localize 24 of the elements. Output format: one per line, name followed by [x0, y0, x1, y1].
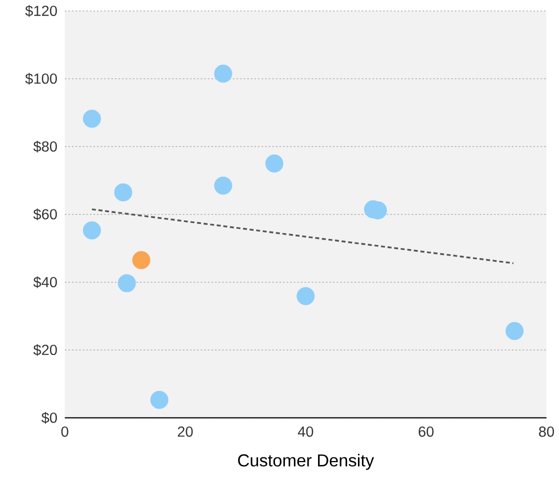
point	[265, 154, 284, 173]
point	[214, 64, 232, 83]
x-tick-label: 20	[178, 426, 193, 437]
point	[296, 287, 315, 306]
point	[150, 391, 168, 410]
point	[214, 176, 232, 195]
y-tick-label: $80	[33, 140, 57, 153]
y-tick-label: $100	[25, 73, 57, 85]
point	[82, 222, 101, 240]
x-axis-title: Customer Density	[238, 454, 374, 470]
y-tick-label: $60	[33, 208, 57, 220]
point	[114, 184, 132, 202]
y-tick-label: $0	[41, 412, 57, 424]
y-tick-label: $40	[33, 276, 57, 288]
point	[132, 251, 150, 270]
point	[118, 274, 136, 292]
x-tick-label: 40	[298, 426, 314, 437]
x-tick-label: 0	[61, 426, 68, 437]
point	[82, 110, 101, 128]
y-tick-label: $20	[33, 344, 57, 356]
x-tick-label: 80	[538, 426, 554, 437]
point	[506, 322, 524, 340]
x-tick-label: 60	[418, 426, 434, 437]
y-tick-label: $120	[25, 5, 57, 18]
